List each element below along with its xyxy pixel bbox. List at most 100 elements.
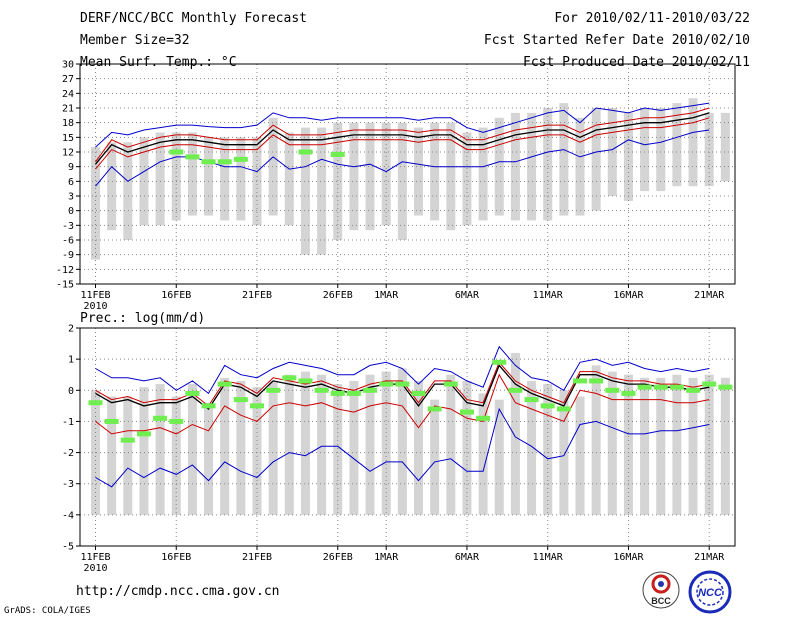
temp-y-tick-label: 15: [62, 133, 74, 144]
prec-observed-marker: [233, 397, 248, 403]
prec-observed-marker: [120, 437, 135, 443]
temp-spread-bar: [704, 112, 714, 187]
prec-observed-marker: [573, 378, 587, 384]
temp-spread-bar: [478, 127, 488, 221]
temp-spread-bar: [365, 122, 375, 231]
prec-y-tick-label: -3: [62, 479, 74, 490]
temp-ensemble-mean-line: [95, 112, 710, 165]
temp-y-tick-label: 21: [62, 104, 74, 115]
prec-spread-bar: [333, 384, 343, 515]
prec-spread-bar: [349, 380, 359, 515]
prec-x-tick-label: 16FEB: [161, 552, 191, 563]
temp-spread-bar: [397, 122, 407, 240]
temp-spread-bar: [155, 132, 165, 226]
temp-spread-bar: [300, 127, 310, 255]
prec-observed-marker: [621, 390, 636, 396]
prec-y-tick-label: 2: [68, 324, 74, 335]
temp-y-tick-label: -9: [62, 250, 74, 261]
prec-observed-marker: [524, 397, 539, 403]
prec-spread-bar: [559, 390, 569, 515]
temp-spread-bar: [349, 122, 359, 231]
prec-observed-marker: [330, 390, 345, 396]
prec-spread-bar: [446, 374, 456, 515]
temp-spread-bar: [559, 103, 569, 216]
prec-spread-bar: [575, 396, 585, 515]
prec-y-tick-label: -5: [62, 542, 74, 553]
prec-spread-bar: [139, 387, 149, 515]
prec-x-tick-label: 6MAR: [455, 552, 480, 563]
prec-observed-marker: [136, 431, 151, 437]
prec-observed-marker: [556, 406, 571, 412]
temp-spread-bar: [688, 98, 698, 187]
prec-envelope-high-line: [95, 345, 710, 395]
prec-observed-marker: [443, 381, 458, 387]
ncc-logo-text: NCC: [698, 587, 723, 599]
prec-observed-marker: [250, 403, 264, 409]
temp-y-tick-label: 9: [68, 162, 74, 173]
prec-observed-marker: [104, 418, 119, 424]
prec-spread-bar: [397, 368, 407, 515]
prec-upper-percentile-line: [95, 361, 710, 407]
prec-spread-bar: [268, 380, 278, 515]
prec-spread-bar: [543, 384, 553, 515]
temp-spread-bar: [317, 127, 327, 255]
prec-spread-bar: [155, 384, 165, 515]
temp-x-tick-label: 26FEB: [323, 290, 353, 301]
prec-spread-bar: [123, 396, 133, 515]
prec-spread-bar: [430, 399, 440, 515]
temp-spread-bar: [236, 137, 246, 221]
prec-spread-bar: [300, 371, 310, 515]
header-left: DERF/NCC/BCC Monthly Forecast Member Siz…: [80, 11, 307, 77]
prec-spread-bar: [591, 365, 601, 515]
temp-spread-bar: [494, 117, 504, 216]
source-url[interactable]: http://cmdp.ncc.cma.gov.cn: [76, 584, 280, 599]
forecast-period: For 2010/02/11-2010/03/22: [554, 11, 750, 26]
prec-spread-bar: [720, 377, 730, 515]
ncc-logo: NCC: [688, 570, 732, 614]
prec-observed-marker: [201, 403, 216, 409]
temp-spread-bar: [446, 122, 456, 231]
prec-y-tick-label: 0: [68, 386, 74, 397]
prec-x-tick-label: 11MAR: [533, 552, 564, 563]
temp-spread-bar: [107, 142, 117, 231]
temp-observed-marker: [233, 156, 248, 162]
prec-observed-marker: [282, 375, 297, 381]
temp-upper-percentile-line: [95, 107, 710, 163]
temp-envelope-high-line: [95, 102, 710, 148]
prec-observed-marker: [718, 384, 733, 390]
prec-observed-marker: [395, 381, 410, 387]
prec-observed-marker: [217, 381, 232, 387]
prec-observed-marker: [605, 387, 620, 393]
prec-spread-bar: [220, 377, 230, 515]
prec-observed-marker: [702, 381, 717, 387]
temp-x-tick-label: 16FEB: [161, 290, 191, 301]
grads-credit: GrADS: COLA/IGES: [4, 606, 91, 616]
temp-x-tick-label: 1MAR: [374, 290, 399, 301]
temp-observed-marker: [217, 159, 232, 165]
produced-date: Fcst Produced Date 2010/02/11: [523, 55, 750, 70]
temp-spread-bar: [430, 122, 440, 221]
prec-observed-marker: [492, 359, 507, 365]
prec-y-tick-label: -4: [62, 510, 74, 521]
prec-envelope-low-line: [95, 407, 710, 488]
temp-spread-bar: [333, 122, 343, 240]
temp-y-tick-label: -6: [62, 236, 74, 247]
prec-observed-marker: [266, 387, 281, 393]
prec-x-tick-label: 1MAR: [374, 552, 399, 563]
temp-spread-bar: [284, 132, 294, 226]
temp-spread-bar: [510, 112, 520, 221]
prec-spread-bar: [381, 371, 391, 515]
temp-spread-bar: [220, 137, 230, 221]
temp-spread-bar: [527, 112, 537, 221]
temp-x-tick-label: 16MAR: [613, 290, 644, 301]
prec-spread-bar: [317, 374, 327, 515]
temp-spread-bar: [204, 137, 214, 216]
prec-spread-bar: [365, 374, 375, 515]
prec-lower-percentile-line: [95, 373, 710, 435]
prec-y-tick-label: -1: [62, 417, 74, 428]
temp-observed-marker: [330, 151, 345, 157]
header-right: For 2010/02/11-2010/03/22 Fcst Started R…: [484, 11, 750, 77]
temp-spread-bar: [640, 108, 650, 192]
temp-observed-marker: [298, 149, 313, 155]
prec-spread-bar: [688, 377, 698, 515]
